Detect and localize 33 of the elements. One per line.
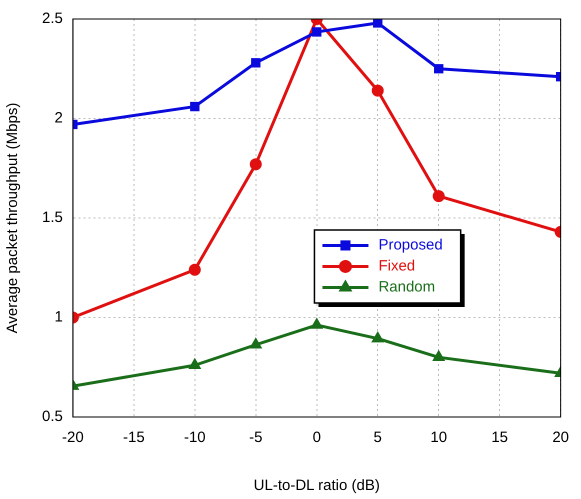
x-tick-label: -15 — [122, 429, 145, 446]
y-tick-label: 1 — [54, 308, 63, 326]
point — [372, 84, 384, 97]
legend-label: Fixed — [378, 258, 416, 275]
point — [372, 332, 384, 342]
x-tick-label: 0 — [312, 429, 321, 446]
point — [311, 319, 322, 329]
x-axis-title: UL-to-DL ratio (dB) — [254, 477, 380, 494]
x-tick-label: -10 — [184, 429, 206, 446]
point — [250, 338, 262, 349]
point — [432, 190, 445, 202]
point — [312, 27, 322, 37]
x-tick-label: 20 — [552, 429, 569, 446]
x-tick-label: -20 — [62, 429, 84, 446]
x-tick-label: -5 — [249, 429, 262, 446]
y-axis-title: Average packet throughput (Mbps) — [4, 102, 22, 334]
y-tick-label: 1.5 — [42, 209, 63, 226]
legend-label: Random — [378, 278, 436, 296]
x-tick-label: 15 — [491, 429, 508, 446]
x-tick-label: 10 — [430, 429, 448, 446]
point — [433, 351, 444, 362]
point — [434, 64, 444, 74]
point — [190, 102, 200, 112]
y-tick-label: 2 — [54, 110, 63, 127]
point — [188, 264, 201, 276]
y-tick-label: 0.5 — [42, 408, 63, 426]
point — [251, 58, 260, 68]
point — [373, 19, 382, 28]
x-tick-label: 5 — [374, 429, 382, 446]
legend-label: Proposed — [378, 236, 443, 254]
point — [189, 359, 200, 370]
y-tick-label: 2.5 — [42, 10, 63, 28]
point — [250, 158, 262, 170]
